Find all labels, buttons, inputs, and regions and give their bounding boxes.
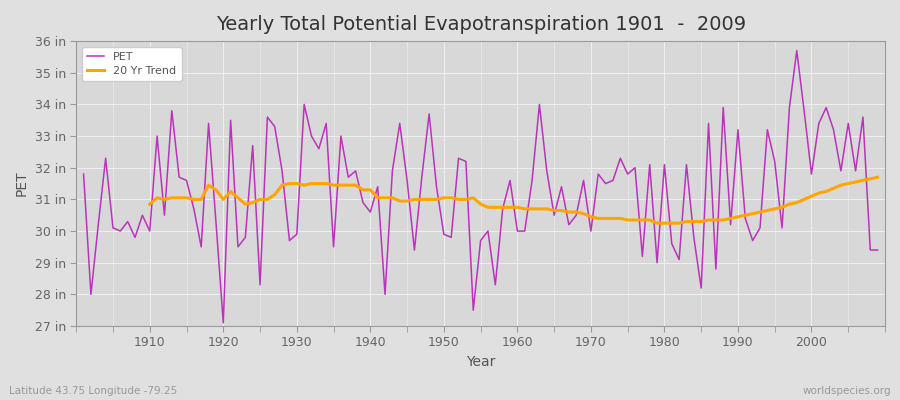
Title: Yearly Total Potential Evapotranspiration 1901  -  2009: Yearly Total Potential Evapotranspiratio… — [215, 15, 746, 34]
20 Yr Trend — [519, 206, 530, 211]
20 Yr Trend — [284, 181, 295, 186]
20 Yr Trend — [144, 202, 155, 206]
Text: Latitude 43.75 Longitude -79.25: Latitude 43.75 Longitude -79.25 — [9, 386, 177, 396]
20 Yr Trend — [578, 211, 589, 216]
PET — [78, 172, 89, 176]
20 Yr Trend — [872, 175, 883, 180]
PET — [608, 178, 618, 183]
PET — [519, 229, 530, 234]
20 Yr Trend — [821, 189, 832, 194]
Text: worldspecies.org: worldspecies.org — [803, 386, 891, 396]
PET — [350, 168, 361, 173]
PET — [306, 134, 317, 138]
20 Yr Trend — [313, 181, 324, 186]
PET — [791, 48, 802, 53]
Y-axis label: PET: PET — [15, 171, 29, 196]
20 Yr Trend — [842, 181, 853, 186]
PET — [512, 229, 523, 234]
Legend: PET, 20 Yr Trend: PET, 20 Yr Trend — [82, 47, 182, 81]
PET — [137, 213, 148, 218]
Line: 20 Yr Trend: 20 Yr Trend — [149, 177, 877, 223]
20 Yr Trend — [652, 221, 662, 226]
PET — [218, 320, 229, 325]
PET — [872, 248, 883, 252]
Line: PET: PET — [84, 51, 878, 323]
X-axis label: Year: Year — [466, 355, 495, 369]
